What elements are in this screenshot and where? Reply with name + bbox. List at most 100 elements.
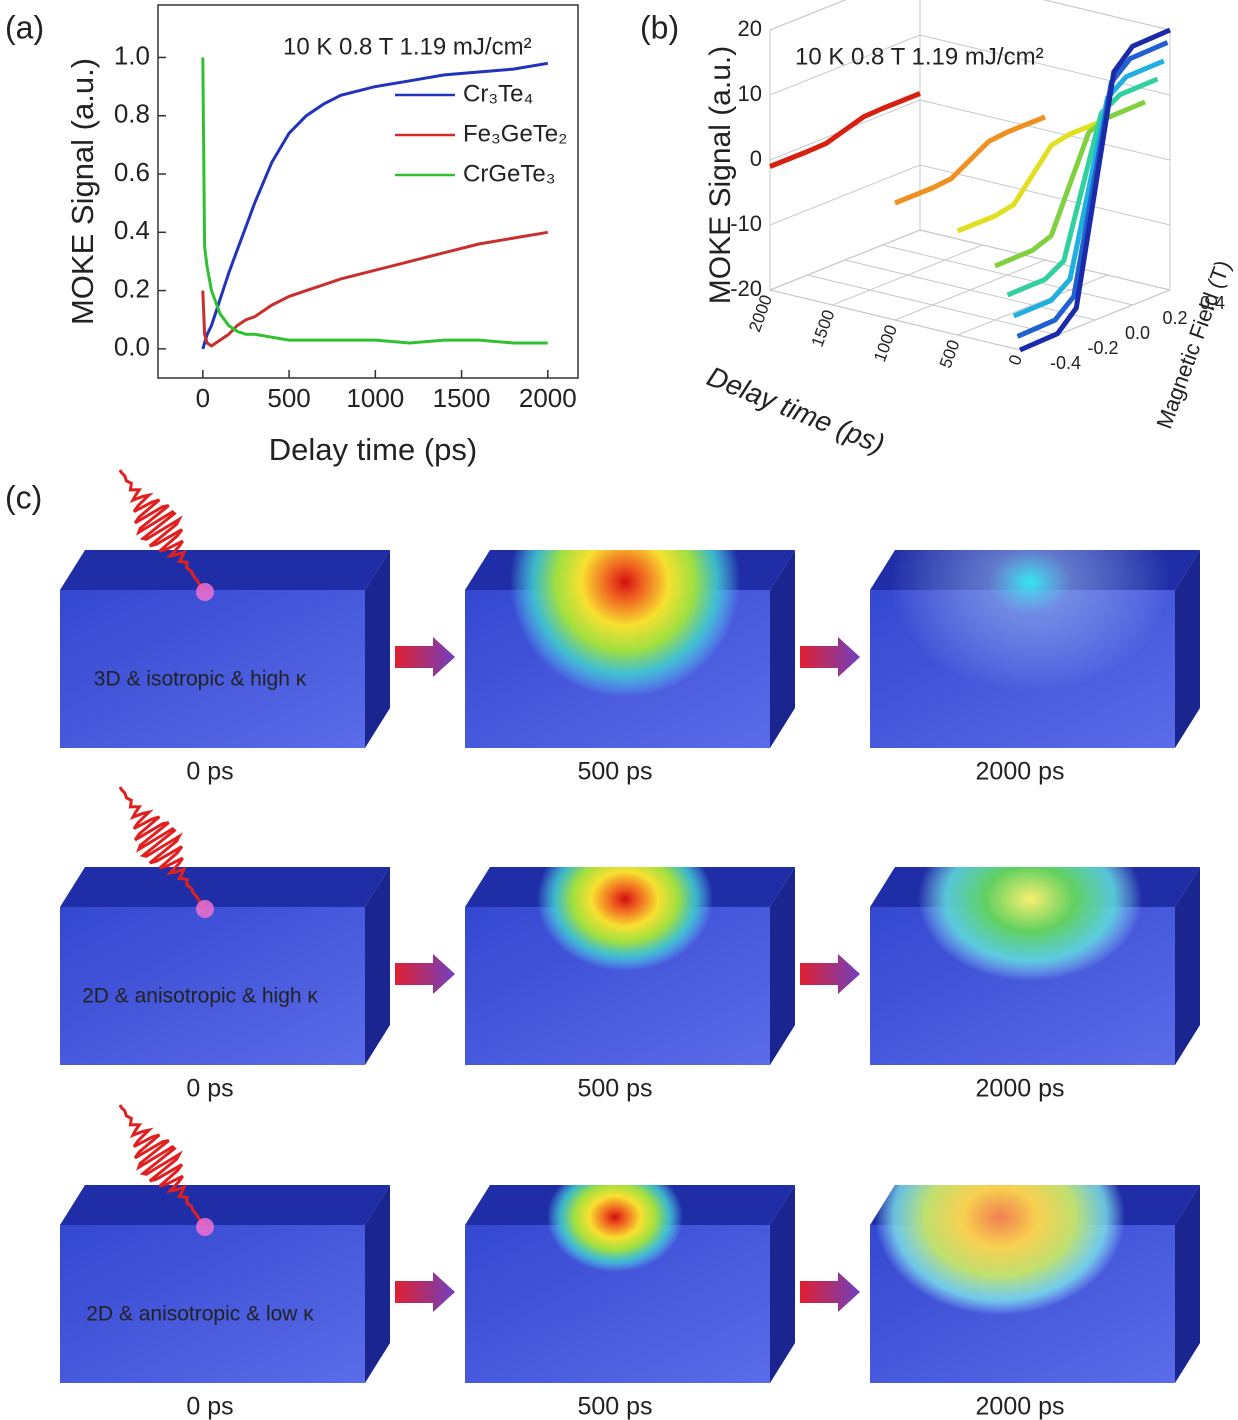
x-tick-label: 500 bbox=[936, 337, 964, 370]
block-top bbox=[60, 1185, 390, 1225]
data-line bbox=[1016, 40, 1169, 339]
box-edge bbox=[769, 0, 847, 31]
sample-block: 3D & isotropic & high κ bbox=[60, 469, 390, 748]
y-tick-label: 0.2 bbox=[114, 273, 150, 303]
sample-block: 2D & anisotropic & high κ bbox=[60, 786, 390, 1065]
legend-label: CrGeTe₃ bbox=[463, 160, 555, 187]
y-tick-label: 0.2 bbox=[1163, 308, 1188, 328]
x-tick-label: 1000 bbox=[346, 383, 404, 413]
data-line bbox=[894, 114, 1046, 206]
heat-spot bbox=[510, 550, 740, 697]
panel-label: (b) bbox=[640, 9, 679, 45]
time-label: 0 ps bbox=[186, 1393, 233, 1420]
y-tick-label: 0.4 bbox=[114, 215, 150, 245]
annotation: 10 K 0.8 T 1.19 mJ/cm² bbox=[795, 43, 1044, 70]
process-arrow bbox=[800, 954, 860, 994]
block-top bbox=[60, 550, 390, 590]
data-line bbox=[201, 61, 549, 350]
laser-pulse bbox=[118, 786, 207, 910]
data-line bbox=[956, 116, 1109, 234]
heat-spot bbox=[537, 867, 713, 971]
condition-caption: 2D & anisotropic & high κ bbox=[82, 985, 318, 1008]
laser-pulse bbox=[118, 469, 207, 593]
block-front bbox=[60, 907, 365, 1065]
laser-spot bbox=[196, 583, 214, 601]
sample-block bbox=[870, 867, 1200, 1065]
block-side bbox=[365, 550, 390, 748]
z-tick-label: 10 bbox=[738, 81, 762, 106]
time-label: 2000 ps bbox=[976, 1075, 1065, 1103]
x-tick-label: 2000 bbox=[519, 383, 577, 413]
grid-line bbox=[919, 164, 1171, 226]
block-side bbox=[770, 1185, 795, 1383]
grid-line bbox=[844, 259, 1096, 321]
time-label: 0 ps bbox=[186, 1075, 233, 1103]
box-edge bbox=[1042, 0, 1171, 31]
process-arrow bbox=[800, 637, 860, 677]
grid-line bbox=[769, 289, 1021, 351]
sample-block bbox=[870, 1185, 1200, 1383]
data-line bbox=[1012, 58, 1165, 319]
block-side bbox=[365, 867, 390, 1065]
legend-label: Fe₃GeTe₂ bbox=[463, 120, 567, 147]
time-label: 0 ps bbox=[186, 758, 233, 786]
time-label: 500 ps bbox=[577, 758, 652, 786]
block-side bbox=[365, 1185, 390, 1383]
sample-block bbox=[870, 550, 1200, 748]
sample-block bbox=[465, 550, 795, 748]
condition-caption: 3D & isotropic & high κ bbox=[94, 668, 307, 691]
z-tick-label: 20 bbox=[738, 16, 762, 41]
y-tick-label: 0.6 bbox=[114, 157, 150, 187]
panel-label: (a) bbox=[5, 9, 44, 45]
process-arrow bbox=[395, 954, 455, 994]
sample-block bbox=[465, 867, 795, 1065]
grid-line bbox=[1042, 0, 1171, 31]
x-tick-label: 0 bbox=[196, 383, 210, 413]
time-label: 2000 ps bbox=[976, 1393, 1065, 1420]
block-side bbox=[770, 550, 795, 748]
panel-label: (c) bbox=[5, 479, 42, 515]
z-tick-label: -20 bbox=[730, 276, 762, 301]
block-side bbox=[1175, 867, 1200, 1065]
block-front bbox=[60, 590, 365, 748]
data-line bbox=[769, 91, 921, 169]
grid-line bbox=[769, 0, 847, 31]
heat-spot bbox=[875, 1185, 1125, 1315]
process-arrow bbox=[800, 1272, 860, 1312]
plot-frame bbox=[157, 4, 579, 379]
x-tick-label: 1500 bbox=[808, 307, 839, 349]
y-tick-label: 0.8 bbox=[114, 99, 150, 129]
x-tick-label: 0 bbox=[1005, 352, 1026, 367]
block-side bbox=[1175, 1185, 1200, 1383]
heat-spot bbox=[918, 867, 1142, 981]
laser-spot bbox=[196, 900, 214, 918]
y-tick-label: 0.0 bbox=[1125, 323, 1150, 343]
grid-line bbox=[769, 229, 921, 291]
block-top bbox=[60, 867, 390, 907]
time-label: 2000 ps bbox=[976, 758, 1065, 786]
process-arrow bbox=[395, 1272, 455, 1312]
x-tick-label: 1000 bbox=[870, 322, 901, 364]
annotation: 10 K 0.8 T 1.19 mJ/cm² bbox=[283, 33, 532, 60]
grid-line bbox=[919, 34, 1171, 96]
legend-label: Cr₃Te₄ bbox=[463, 80, 533, 107]
laser-spot bbox=[196, 1218, 214, 1236]
x-axis-label: Delay time (ps) bbox=[269, 432, 477, 467]
laser-pulse bbox=[118, 1104, 207, 1228]
data-line bbox=[201, 230, 549, 348]
z-tick-label: 0 bbox=[750, 146, 762, 171]
condition-caption: 2D & anisotropic & low κ bbox=[86, 1303, 314, 1326]
block-side bbox=[1175, 550, 1200, 748]
sample-block bbox=[465, 1185, 795, 1383]
z-tick-label: -10 bbox=[730, 211, 762, 236]
data-line bbox=[201, 57, 548, 345]
y-axis-label: Magnetic Field (T) bbox=[1151, 257, 1235, 432]
y-axis-label: MOKE Signal (a.u.) bbox=[65, 58, 100, 325]
z-axis-label: MOKE Signal (a.u.) bbox=[704, 46, 737, 304]
data-line bbox=[1019, 27, 1171, 353]
heat-spot bbox=[547, 1185, 683, 1272]
grid-line bbox=[919, 99, 1171, 161]
grid-line bbox=[769, 34, 921, 96]
